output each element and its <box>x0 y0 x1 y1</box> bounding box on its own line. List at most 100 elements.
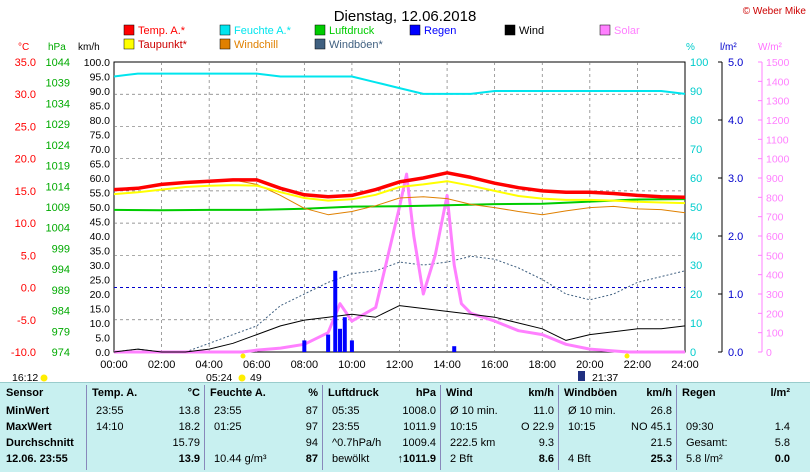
gust-row-value: 26.8 <box>650 405 672 417</box>
legend-swatch-dew <box>123 38 135 50</box>
wind-tick-label: 75.0 <box>90 130 111 142</box>
temp-tick-label: -5.0 <box>17 315 36 327</box>
x-tick-label: 14:00 <box>433 359 461 371</box>
humidity-tick-label: 90 <box>690 86 702 98</box>
legend-swatch-gust <box>314 38 326 50</box>
wind-tick-label: 95.0 <box>90 72 111 84</box>
pressure-row-value: 1008.0 <box>402 405 436 417</box>
table-separator <box>440 385 441 470</box>
pressure-tick-label: 1034 <box>46 98 70 110</box>
pressure-tick-label: 994 <box>52 264 70 276</box>
pressure-tick-label: 1019 <box>46 161 70 173</box>
temp-header: Temp. A. <box>92 387 138 399</box>
wind-row-value: 9.3 <box>538 437 554 449</box>
wind-header: Wind <box>446 387 473 399</box>
series-line-tempa <box>113 171 686 200</box>
wind-tick-label: 70.0 <box>90 144 111 156</box>
table-separator <box>558 385 559 470</box>
unit-solar: W/m² <box>758 42 783 53</box>
unit-rain: l/m² <box>720 42 737 53</box>
gust-row-note: 10:15 <box>568 421 596 433</box>
rain-tick-label: 4.0 <box>728 115 743 127</box>
temp-row-note: 14:10 <box>96 421 124 433</box>
solar-tick-label: 1000 <box>766 154 790 166</box>
table-separator <box>86 385 87 470</box>
humidity-tick-label: 70 <box>690 144 702 156</box>
pressure-row-note: bewölkt <box>332 453 370 465</box>
legend-label-rain: Regen <box>424 25 456 37</box>
sunrise-marker-label: 16:12 <box>12 372 38 382</box>
unit-wind: km/h <box>78 42 100 53</box>
series-line-luftdruck <box>113 198 686 212</box>
rain-tick-label: 3.0 <box>728 173 743 185</box>
legend-label-solar: Solar <box>614 25 640 37</box>
pressure-row-value: ↑1011.9 <box>397 453 436 465</box>
solar-tick-label: 900 <box>766 173 784 185</box>
gust-row-value: 21.5 <box>650 437 672 449</box>
humidity-tick-label: 80 <box>690 115 702 127</box>
table-separator <box>204 385 205 470</box>
legend-swatch-solar <box>599 24 611 36</box>
temp-tick-label: 35.0 <box>15 57 36 69</box>
rain-tick-label: 0.0 <box>728 347 743 359</box>
legend-label-wind: Wind <box>519 25 544 37</box>
temp-tick-label: 15.0 <box>15 186 36 198</box>
solar-tick-label: 0 <box>766 347 772 359</box>
legend-label-windchill: Windchill <box>234 39 278 51</box>
legend-label-dew: Taupunkt* <box>138 39 188 51</box>
rain-tick-label: 2.0 <box>728 231 743 243</box>
humidity-row-note: 01:25 <box>214 421 242 433</box>
solar-tick-label: 800 <box>766 192 784 204</box>
humidity-tick-label: 0 <box>690 347 696 359</box>
humidity-row-value: 87 <box>305 405 318 417</box>
rain-bar <box>338 328 343 352</box>
wind-row-note: Ø 10 min. <box>450 405 498 417</box>
wind-tick-label: 80.0 <box>90 115 111 127</box>
sun-icon <box>240 353 246 359</box>
humidity-tick-label: 40 <box>690 231 702 243</box>
pressure-tick-label: 989 <box>52 285 70 297</box>
sun-icon <box>238 374 246 382</box>
temp-row-value: 13.8 <box>178 405 200 417</box>
gust-unit: km/h <box>646 387 672 399</box>
x-tick-label: 06:00 <box>243 359 271 371</box>
humidity-tick-label: 10 <box>690 318 702 330</box>
x-tick-label: 02:00 <box>148 359 176 371</box>
legend-swatch-wind <box>504 24 516 36</box>
solar-tick-label: 400 <box>766 270 784 282</box>
wind-tick-label: 35.0 <box>90 246 111 258</box>
pressure-row-note: ^0.7hPa/h <box>332 437 382 449</box>
sunrise-extra: 49 <box>250 372 262 382</box>
credit-text: © Weber Mike <box>743 6 807 17</box>
wind-row-note: 222.5 km <box>450 437 496 449</box>
gust-row-note: Ø 10 min. <box>568 405 616 417</box>
pressure-tick-label: 1024 <box>46 140 70 152</box>
rain-tick-label: 1.0 <box>728 289 743 301</box>
temp-tick-label: 30.0 <box>15 89 36 101</box>
unit-pressure: hPa <box>48 42 66 53</box>
wind-tick-label: 20.0 <box>90 289 111 301</box>
sunset-time: 21:37 <box>592 372 618 382</box>
temp-row-note: 23:55 <box>96 405 124 417</box>
chart-title: Dienstag, 12.06.2018 <box>334 8 477 25</box>
humidity-tick-label: 50 <box>690 202 702 214</box>
humidity-unit: % <box>308 387 318 399</box>
humidity-tick-label: 100 <box>690 57 708 69</box>
solar-tick-label: 700 <box>766 212 784 224</box>
series-line-taupunkt <box>113 180 686 205</box>
gust-header: Windböen <box>564 387 618 399</box>
wind-tick-label: 50.0 <box>90 202 111 214</box>
humidity-tick-label: 20 <box>690 289 702 301</box>
wind-tick-label: 85.0 <box>90 101 111 113</box>
pressure-tick-label: 974 <box>52 347 70 359</box>
series-line-windben <box>113 255 686 353</box>
x-tick-label: 10:00 <box>338 359 366 371</box>
humidity-row-value: 87 <box>305 453 318 465</box>
stats-table: Sensor MinWert MaxWert Durchschnitt 12.06. 2… <box>0 382 810 472</box>
temp-tick-label: 10.0 <box>15 218 36 230</box>
humidity-row-value: 97 <box>305 421 318 433</box>
solar-tick-label: 1100 <box>766 134 789 146</box>
temp-tick-label: -10.0 <box>11 347 36 359</box>
wind-tick-label: 10.0 <box>90 318 111 330</box>
rain-bar <box>302 340 307 352</box>
